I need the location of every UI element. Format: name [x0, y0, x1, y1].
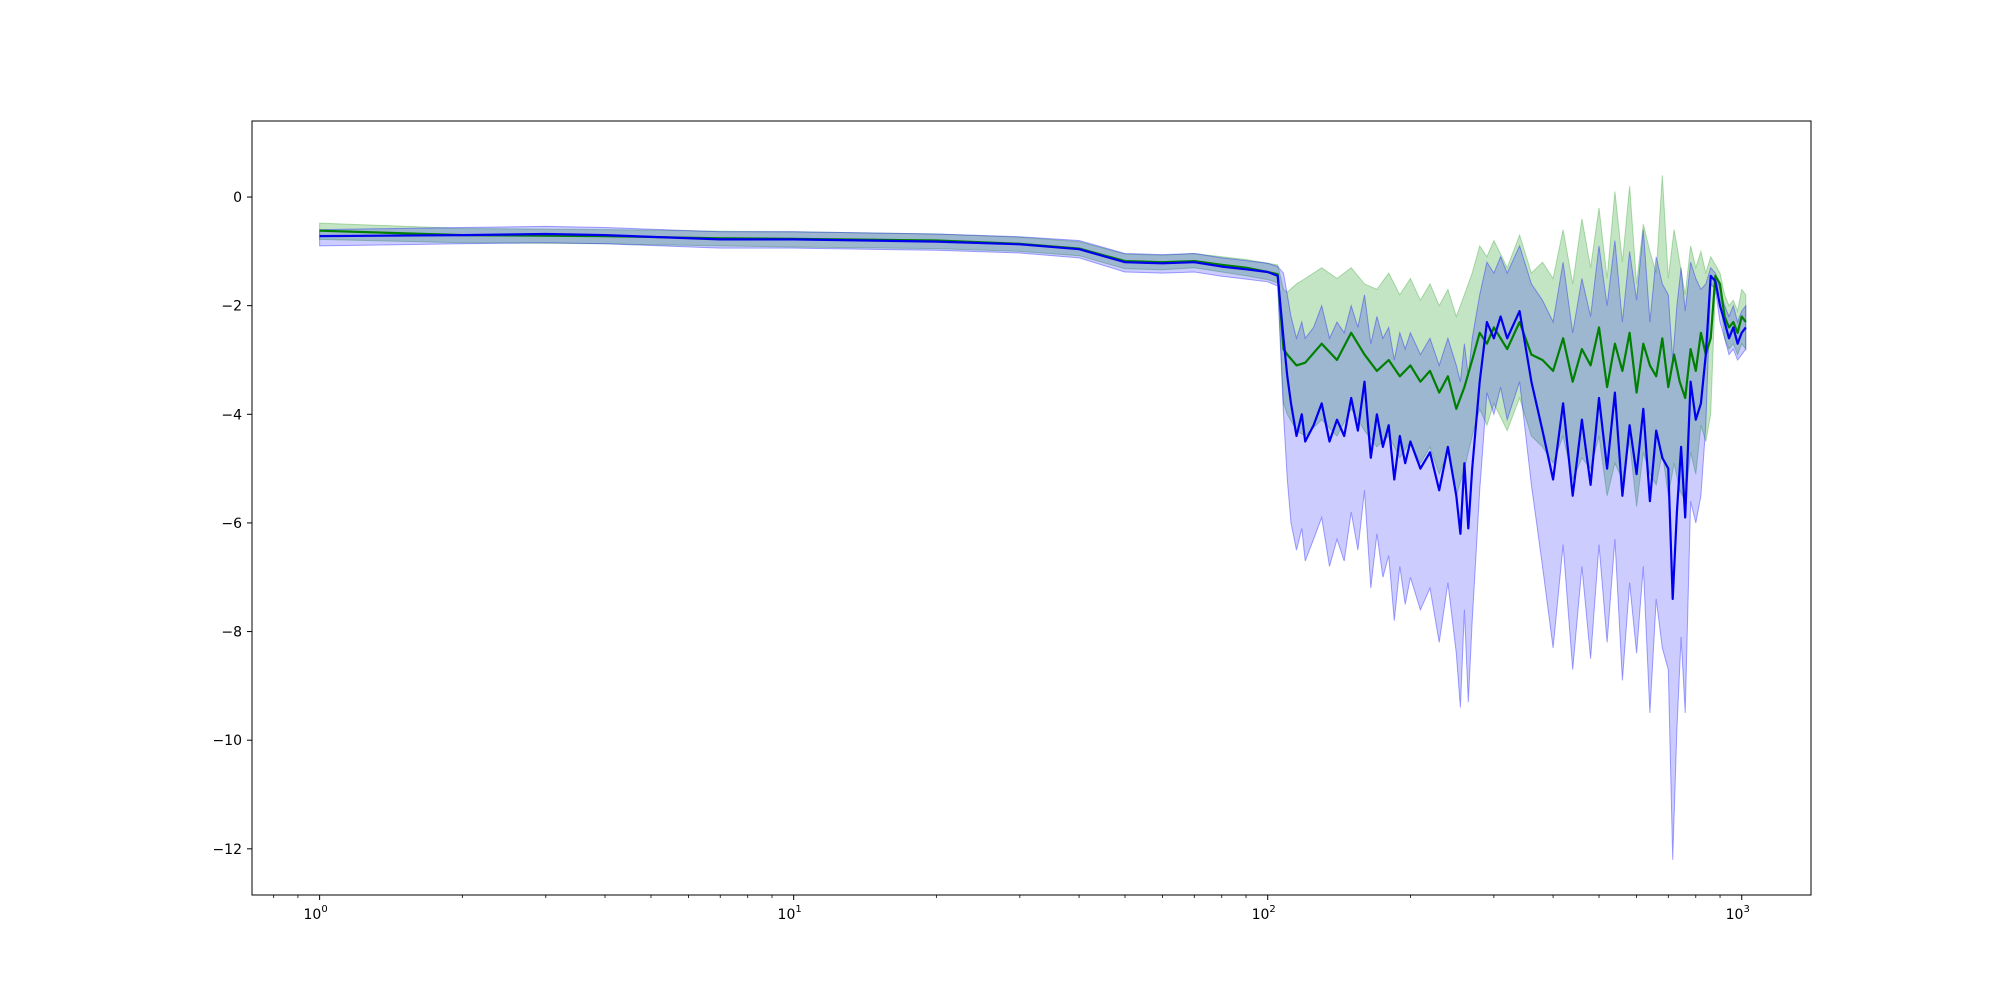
x-tick-label: 103 — [1726, 904, 1750, 923]
y-tick-label: −4 — [221, 407, 242, 423]
y-tick-label: −12 — [212, 842, 242, 858]
x-axis: 100 101 102 103 — [273, 895, 1750, 923]
y-tick-label: −10 — [212, 733, 242, 749]
series-lines — [319, 229, 1747, 601]
series-1-line — [319, 229, 1747, 410]
y-tick-label: −6 — [221, 516, 242, 532]
series-1-band — [319, 175, 1747, 507]
x-tick-label: 101 — [778, 904, 802, 923]
x-tick-label: 100 — [304, 904, 328, 923]
series-2-line — [319, 232, 1747, 601]
confidence-bands — [319, 175, 1747, 860]
y-tick-label: −2 — [221, 299, 242, 315]
plot-frame — [251, 120, 1812, 896]
x-tick-label: 102 — [1252, 904, 1276, 923]
y-axis: 0 −2 −4 −6 −8 −10 −12 — [212, 190, 252, 858]
series-2-band — [319, 225, 1747, 860]
y-tick-label: 0 — [233, 190, 242, 206]
y-tick-label: −8 — [221, 625, 242, 641]
